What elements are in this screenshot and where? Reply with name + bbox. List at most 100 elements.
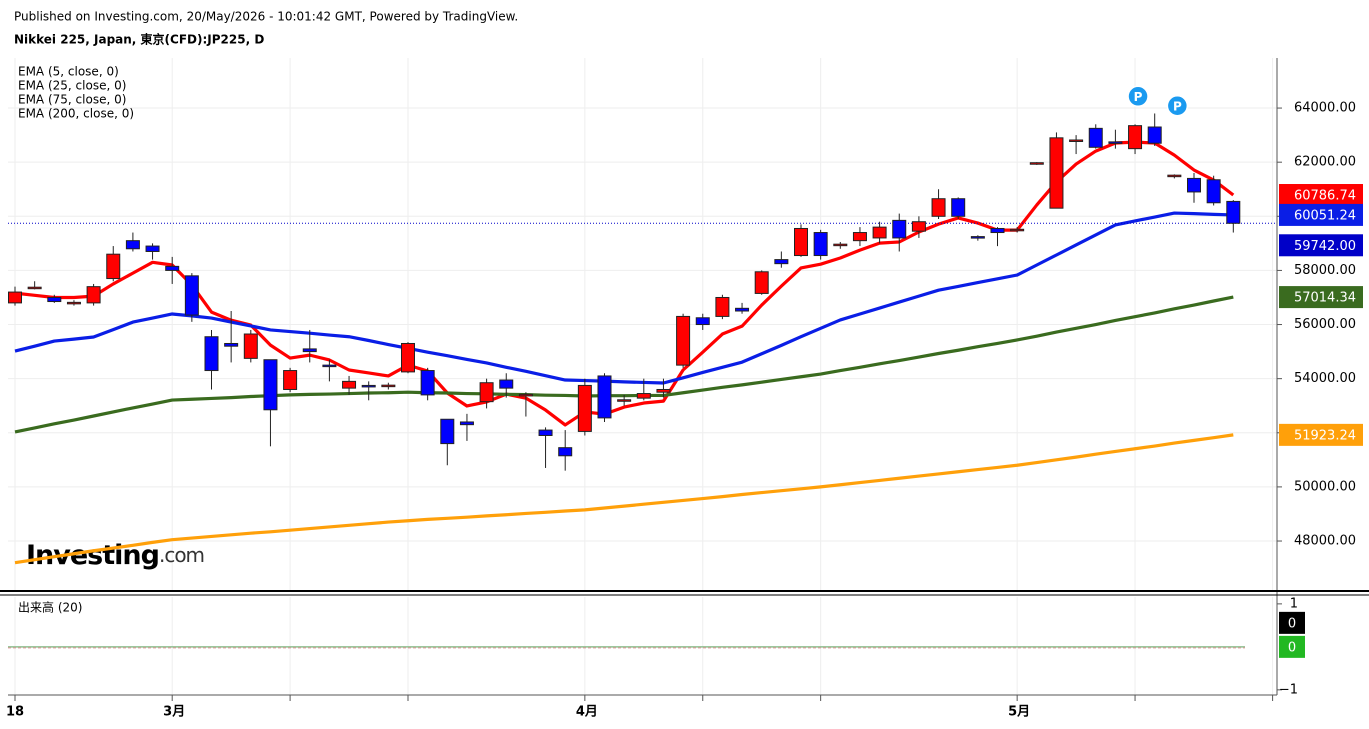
candle-body [911,221,926,232]
legend-entry: EMA (25, close, 0) [18,79,126,93]
candle-body [833,243,848,247]
x-tick-label: 18 [6,705,24,720]
candle-body [754,271,769,294]
candle-body [440,418,455,445]
price-label-box [1279,184,1363,207]
candle-body [224,342,239,347]
price-label: 60051.24 [1294,208,1356,223]
candle-body [165,265,180,271]
y-tick-label: 64000.00 [1294,101,1356,116]
logo: Investing.com [26,540,204,571]
candle-body [951,198,966,217]
candle-body [518,393,533,397]
ema-line [14,433,1234,565]
candle-body [342,380,357,389]
candle-body [302,348,317,353]
marker-label: P [1134,90,1143,104]
logo-suffix: .com [159,543,204,567]
y-tick-label: 62000.00 [1294,155,1356,170]
marker [1127,85,1149,108]
candle-body [184,275,199,316]
candle-body [794,227,808,257]
candle-body [1029,162,1044,165]
candle-body [970,236,985,239]
candle-body [558,447,573,457]
x-tick-label: 4月 [576,705,598,720]
x-tick-label: 3月 [163,705,185,720]
volume-ma-label-box [1279,635,1305,658]
candle-body [990,227,1005,234]
y-tick-label: 58000.00 [1294,263,1356,278]
candle-body [538,429,553,436]
candle-body [1069,139,1084,142]
marker [1166,95,1189,117]
candle-body [852,232,867,242]
candle-body [617,399,632,402]
volume-label-box [1279,611,1305,634]
candle-body [27,286,42,290]
x-tick-label: 5月 [1008,705,1030,720]
candle-body [715,296,730,317]
candle-body [283,370,298,390]
candle-body [145,245,160,252]
candle-body [263,359,278,411]
volume-y-tick-label: 1 [1290,596,1298,611]
candle-body [1206,179,1221,204]
candle-body [106,253,121,280]
candle-body [892,219,907,239]
candle-body [125,240,140,250]
candle-body [872,226,887,239]
candle-body [577,384,592,432]
volume-ma-label: 0 [1288,640,1296,655]
candle-body [1226,200,1241,224]
price-label-box [1279,234,1363,257]
candle-body [1010,228,1025,232]
candle-body [8,291,22,304]
candle-body [735,307,750,312]
price-label: 51923.24 [1294,428,1356,443]
marker-label: P [1173,99,1182,113]
y-tick-label: 56000.00 [1294,317,1356,332]
candle-body [204,336,219,372]
candle-body [931,198,946,217]
legend-entry: EMA (75, close, 0) [18,93,126,107]
candle-body [1108,141,1123,144]
candle-body [322,364,337,368]
ema-line [14,140,1235,427]
price-label: 59742.00 [1294,239,1356,254]
candle-body [401,342,415,373]
candle-body [774,259,789,265]
candle-body [243,333,258,359]
candle-body [1187,177,1201,193]
candle-body [1128,125,1143,150]
legend-entry: EMA (5, close, 0) [18,65,119,79]
candle-body [1088,127,1103,148]
candle-body [459,421,474,426]
candle-body [1167,174,1182,178]
price-label-box [1279,423,1363,446]
candle-body [656,388,671,393]
candle-body [479,382,494,403]
volume-title: 出来高 (20) [18,600,82,615]
candle-body [499,379,514,389]
volume-label: 0 [1288,616,1296,631]
candle-body [695,317,710,326]
published-note: Published on Investing.com, 20/May/2026 … [14,10,518,24]
price-label: 57014.34 [1294,291,1356,306]
candle-body [1049,137,1064,209]
volume-y-tick-label: −1 [1279,682,1298,697]
y-tick-label: 54000.00 [1294,371,1356,386]
price-label: 60786.74 [1294,189,1356,204]
y-tick-label: 50000.00 [1294,479,1356,494]
candle-body [420,370,435,396]
price-label-box [1279,286,1363,309]
candle-body [597,375,612,419]
candle-body [813,232,828,257]
price-label-box [1279,203,1363,226]
candle-body [1147,126,1162,144]
candle-body [381,384,396,388]
candle-body [676,315,691,366]
candle-body [86,286,101,304]
y-tick-label: 48000.00 [1294,534,1356,549]
